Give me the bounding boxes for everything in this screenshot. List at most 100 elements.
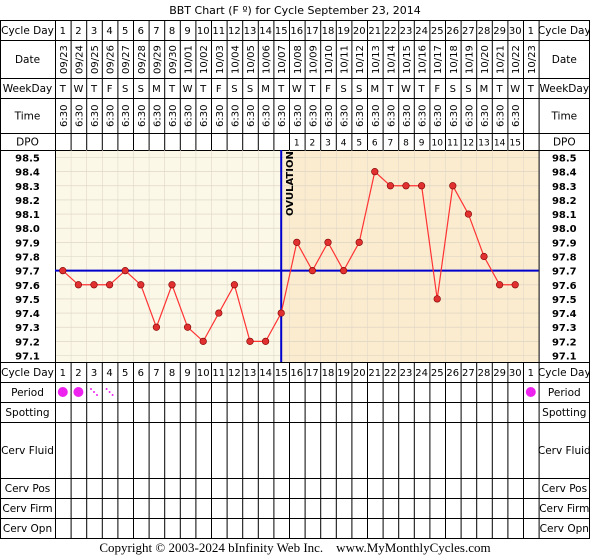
time-label: 6:30: [215, 105, 226, 127]
copyright-footer[interactable]: Copyright © 2003-2024 bInfinity Web Inc.…: [99, 540, 491, 555]
time-label: 6:30: [511, 105, 522, 127]
y-tick-label-left: 97.6: [15, 281, 40, 292]
dpo-number: 5: [356, 139, 362, 149]
date-label: 10/21: [496, 45, 507, 74]
cycle-day-number: 8: [169, 26, 175, 37]
temperature-point[interactable]: [293, 238, 301, 246]
temperature-point[interactable]: [418, 182, 426, 190]
y-tick-label-left: 98.1: [15, 210, 40, 221]
cycle-day-number: 26: [446, 26, 459, 37]
date-label: 09/23: [59, 45, 70, 74]
temperature-point[interactable]: [308, 267, 317, 275]
chart-title: BBT Chart (F º) for Cycle September 23, …: [169, 4, 421, 17]
y-tick-label-left: 97.5: [15, 295, 40, 306]
weekday-label: S: [450, 84, 456, 95]
time-label: 6:30: [418, 105, 429, 127]
y-tick-label-right: 97.8: [552, 253, 577, 264]
date-label: 10/02: [199, 45, 210, 74]
date-label: 10/06: [262, 45, 273, 74]
cycle-day-number: 27: [462, 26, 475, 37]
cycle-day-number: 1: [60, 26, 66, 37]
time-label: 6:30: [480, 105, 491, 127]
y-tick-label-right: 98.5: [552, 154, 577, 165]
cycle-day-number-bottom: 9: [184, 368, 190, 379]
temperature-point[interactable]: [262, 337, 270, 345]
date-label: 10/15: [402, 45, 413, 74]
temperature-point[interactable]: [386, 182, 395, 190]
weekday-label: S: [465, 84, 471, 95]
weekday-label: T: [308, 84, 316, 95]
temperature-point[interactable]: [105, 281, 114, 289]
dpo-number: 3: [325, 139, 331, 149]
temperature-point[interactable]: [340, 267, 348, 275]
cycle-day-number: 2: [75, 26, 81, 37]
row-label-right-cerv-fluid: Cerv Fluid: [538, 445, 590, 457]
y-tick-label-left: 97.1: [15, 352, 40, 363]
temperature-point[interactable]: [121, 267, 129, 275]
temperature-point[interactable]: [371, 168, 379, 176]
cycle-day-number: 24: [415, 26, 428, 37]
weekday-label: M: [152, 84, 161, 95]
temperature-point[interactable]: [168, 281, 176, 289]
cycle-day-number-bottom: 20: [353, 368, 366, 379]
time-label: 6:30: [464, 105, 475, 127]
cycle-day-number-bottom: 4: [106, 368, 112, 379]
date-label: 10/07: [277, 45, 288, 74]
weekday-label: T: [168, 84, 176, 95]
temperature-point[interactable]: [464, 210, 473, 218]
dpo-number: 7: [388, 139, 394, 149]
weekday-label: S: [138, 84, 144, 95]
row-label-right-weekday: WeekDay: [540, 83, 590, 95]
y-tick-label-left: 98.2: [15, 196, 40, 207]
temperature-point[interactable]: [480, 252, 488, 261]
temperature-point[interactable]: [230, 281, 238, 289]
temperature-point[interactable]: [246, 337, 254, 345]
dpo-number: 15: [509, 139, 520, 149]
dpo-number: 8: [403, 139, 409, 149]
period-spotting-dot: [96, 394, 98, 396]
temperature-point[interactable]: [137, 281, 145, 289]
temperature-point[interactable]: [511, 281, 519, 289]
time-label: 6:30: [386, 105, 397, 127]
temperature-point[interactable]: [402, 182, 410, 190]
weekday-label: T: [59, 84, 67, 95]
temperature-point[interactable]: [59, 267, 67, 275]
date-label: 09/28: [137, 45, 148, 74]
row-label-right-cycle-day: Cycle Day: [538, 367, 590, 379]
y-tick-label-right: 98.1: [552, 210, 577, 221]
temperature-point[interactable]: [74, 281, 82, 289]
dpo-number: 6: [372, 139, 378, 149]
temperature-point[interactable]: [215, 309, 223, 317]
cycle-day-number-bottom: 15: [275, 368, 288, 379]
cycle-day-number-bottom: 5: [122, 368, 128, 379]
cycle-day-number-bottom: 26: [446, 368, 459, 379]
temperature-point[interactable]: [152, 323, 160, 331]
period-heavy-dot: [57, 387, 68, 397]
row-label-right-cerv-opn: Cerv Opn: [540, 523, 589, 535]
row-label-cycle-day: Cycle Day: [1, 25, 54, 37]
dpo-number: 9: [419, 139, 425, 149]
period-spotting-dot: [108, 391, 111, 393]
temperature-point[interactable]: [324, 238, 332, 246]
date-label: 10/08: [293, 45, 304, 74]
cycle-day-number-bottom: 17: [306, 368, 319, 379]
y-tick-label-left: 97.7: [15, 267, 40, 278]
temperature-point[interactable]: [277, 309, 285, 317]
temperature-point[interactable]: [90, 281, 98, 289]
dpo-number: 2: [310, 139, 316, 149]
row-label-cerv-pos: Cerv Pos: [5, 483, 51, 495]
time-label: 6:30: [496, 105, 507, 127]
temperature-point[interactable]: [433, 295, 441, 303]
row-label-cycle-day: Cycle Day: [1, 367, 54, 379]
date-label: 10/16: [418, 45, 429, 74]
temperature-point[interactable]: [449, 182, 457, 190]
temperature-point[interactable]: [184, 323, 192, 331]
weekday-label: M: [370, 84, 379, 95]
temperature-point[interactable]: [199, 337, 207, 345]
dpo-number: 14: [494, 139, 506, 149]
temperature-point[interactable]: [355, 238, 363, 246]
temperature-point[interactable]: [496, 281, 504, 289]
time-label: 6:30: [230, 105, 241, 127]
cycle-day-number-bottom: 23: [400, 368, 413, 379]
y-tick-label-right: 97.9: [552, 238, 577, 249]
